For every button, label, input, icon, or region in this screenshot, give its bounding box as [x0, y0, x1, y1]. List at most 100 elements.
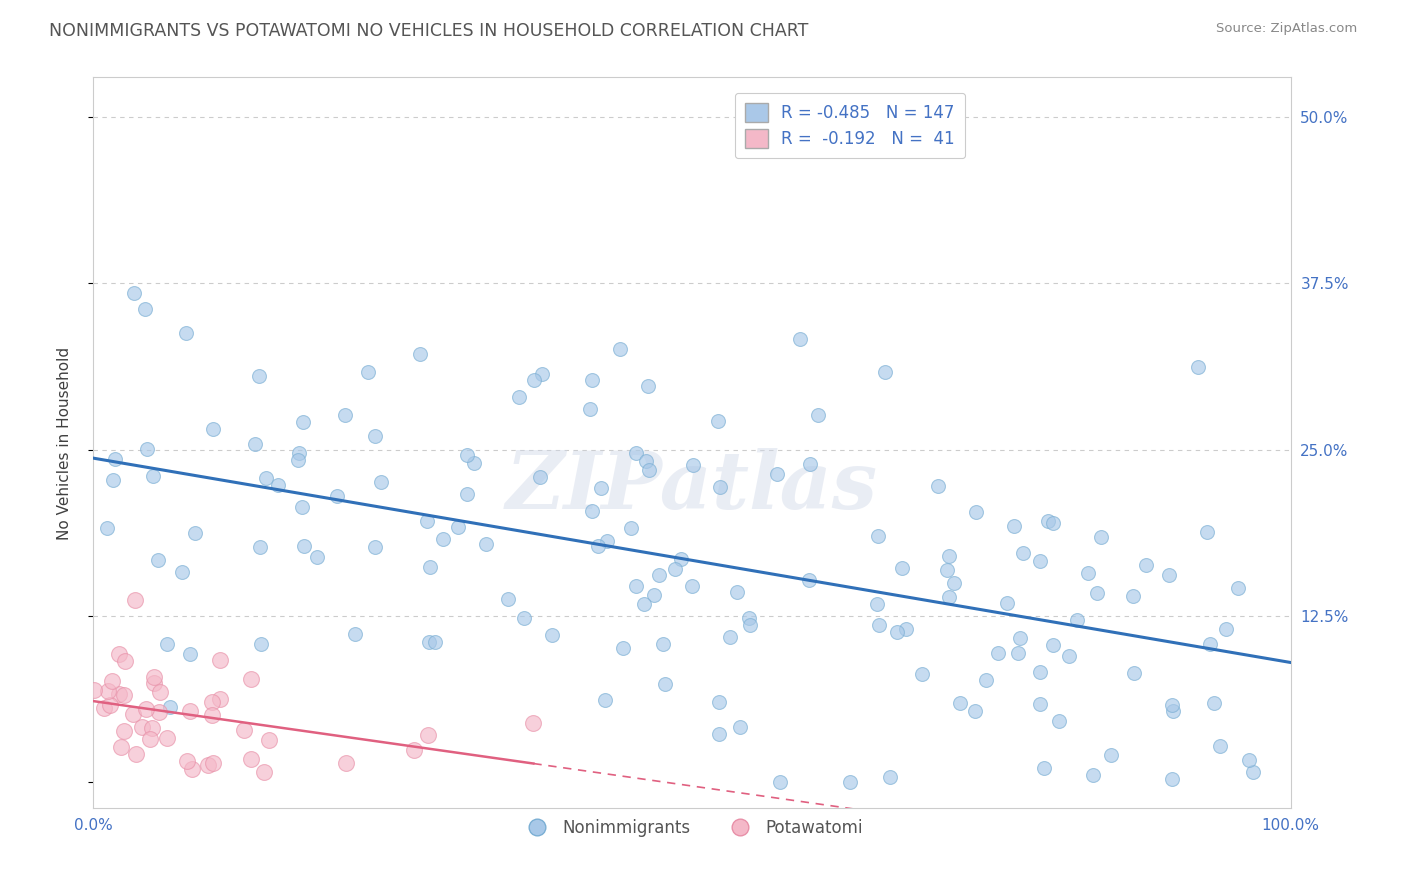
Point [172, 566, 194, 580]
Point [156, 637, 179, 651]
Point [181, 762, 204, 776]
Point [886, 625, 908, 640]
Point [496, 592, 519, 607]
Point [1241, 764, 1264, 779]
Point [868, 529, 890, 543]
Point [125, 747, 148, 761]
Point [523, 373, 546, 387]
Point [974, 673, 997, 687]
Point [664, 562, 686, 576]
Point [612, 641, 634, 656]
Point [911, 667, 934, 681]
Point [112, 724, 135, 739]
Point [707, 414, 730, 428]
Point [254, 470, 277, 484]
Point [1215, 622, 1237, 636]
Point [463, 456, 485, 470]
Point [1028, 697, 1050, 711]
Point [595, 692, 617, 706]
Point [1066, 613, 1088, 627]
Point [513, 610, 536, 624]
Point [1187, 360, 1209, 375]
Point [1161, 704, 1184, 718]
Point [245, 437, 267, 451]
Point [838, 775, 860, 789]
Point [637, 379, 659, 393]
Point [1122, 666, 1144, 681]
Point [1199, 637, 1222, 651]
Point [725, 585, 748, 599]
Point [124, 593, 146, 607]
Point [97, 684, 120, 698]
Point [1197, 524, 1219, 539]
Point [335, 756, 357, 770]
Point [288, 445, 311, 459]
Point [416, 514, 439, 528]
Point [179, 647, 201, 661]
Point [93, 701, 115, 715]
Point [868, 618, 890, 632]
Point [709, 695, 731, 709]
Point [141, 721, 163, 735]
Point [139, 731, 162, 746]
Point [122, 285, 145, 300]
Point [654, 676, 676, 690]
Point [416, 729, 439, 743]
Point [891, 560, 914, 574]
Point [142, 468, 165, 483]
Point [1077, 566, 1099, 581]
Point [202, 422, 225, 436]
Point [143, 671, 166, 685]
Point [643, 588, 665, 602]
Point [146, 553, 169, 567]
Point [409, 347, 432, 361]
Point [938, 549, 960, 563]
Point [240, 752, 263, 766]
Point [963, 704, 986, 718]
Point [789, 332, 811, 346]
Point [257, 732, 280, 747]
Point [1226, 581, 1249, 595]
Text: Source: ZipAtlas.com: Source: ZipAtlas.com [1216, 22, 1357, 36]
Legend: Nonimmigrants, Potawatomi: Nonimmigrants, Potawatomi [515, 813, 870, 844]
Point [202, 756, 225, 770]
Point [432, 532, 454, 546]
Point [83, 683, 105, 698]
Point [965, 505, 987, 519]
Point [292, 539, 315, 553]
Point [197, 757, 219, 772]
Point [682, 458, 704, 472]
Point [738, 610, 761, 624]
Point [364, 429, 387, 443]
Point [98, 698, 121, 712]
Point [209, 691, 232, 706]
Point [131, 720, 153, 734]
Point [344, 626, 367, 640]
Point [292, 415, 315, 429]
Point [1047, 714, 1070, 728]
Point [609, 343, 631, 357]
Point [995, 596, 1018, 610]
Point [581, 373, 603, 387]
Point [370, 475, 392, 489]
Point [938, 590, 960, 604]
Point [107, 647, 129, 661]
Point [620, 521, 643, 535]
Point [103, 473, 125, 487]
Point [1081, 767, 1104, 781]
Point [634, 454, 657, 468]
Point [179, 704, 201, 718]
Point [531, 367, 554, 381]
Point [96, 521, 118, 535]
Point [1004, 519, 1026, 533]
Point [253, 765, 276, 780]
Point [730, 720, 752, 734]
Point [1122, 589, 1144, 603]
Point [522, 716, 544, 731]
Point [110, 739, 132, 754]
Point [201, 708, 224, 723]
Point [1042, 638, 1064, 652]
Point [896, 622, 918, 636]
Point [364, 541, 387, 555]
Point [305, 549, 328, 564]
